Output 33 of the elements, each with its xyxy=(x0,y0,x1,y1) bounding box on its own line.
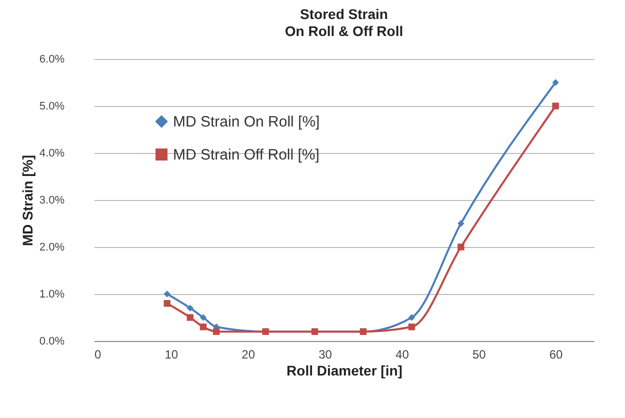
point xyxy=(200,314,207,321)
x-tick-label: 20 xyxy=(242,348,256,362)
point xyxy=(200,324,207,330)
point xyxy=(458,244,464,250)
legend-label: MD Strain On Roll [%] xyxy=(173,114,320,130)
x-tick-label: 10 xyxy=(164,348,178,362)
legend-label: MD Strain Off Roll [%] xyxy=(173,146,320,164)
x-tick-label: 50 xyxy=(472,348,486,362)
chart-subtitle: On Roll & Off Roll xyxy=(284,23,404,39)
x-tick-label: 60 xyxy=(549,348,564,362)
x-tick-label: 30 xyxy=(318,348,332,362)
point xyxy=(458,220,464,227)
point xyxy=(552,79,559,86)
point xyxy=(212,328,220,335)
y-tick-label: 2.0% xyxy=(39,242,65,254)
x-tick-label: 40 xyxy=(396,348,410,362)
y-tick-label: 4.0% xyxy=(39,148,65,160)
y-tick-label: 1.0% xyxy=(39,288,65,300)
point xyxy=(164,290,170,298)
x-axis-title: Roll Diameter [in] xyxy=(286,362,402,378)
y-tick-label: 5.0% xyxy=(39,100,65,112)
point xyxy=(186,304,194,312)
point xyxy=(164,300,170,307)
point xyxy=(408,324,416,330)
point xyxy=(552,102,559,110)
y-axis-title: MD Strain [%] xyxy=(19,155,36,246)
y-tick-label: 0.0% xyxy=(39,336,65,348)
chart-title: Stored Strain xyxy=(300,6,388,22)
x-tick-label: 0 xyxy=(94,348,102,362)
y-tick-label: 6.0% xyxy=(39,54,65,66)
y-tick-label: 3.0% xyxy=(39,194,65,206)
point xyxy=(186,314,194,321)
point xyxy=(408,314,416,321)
